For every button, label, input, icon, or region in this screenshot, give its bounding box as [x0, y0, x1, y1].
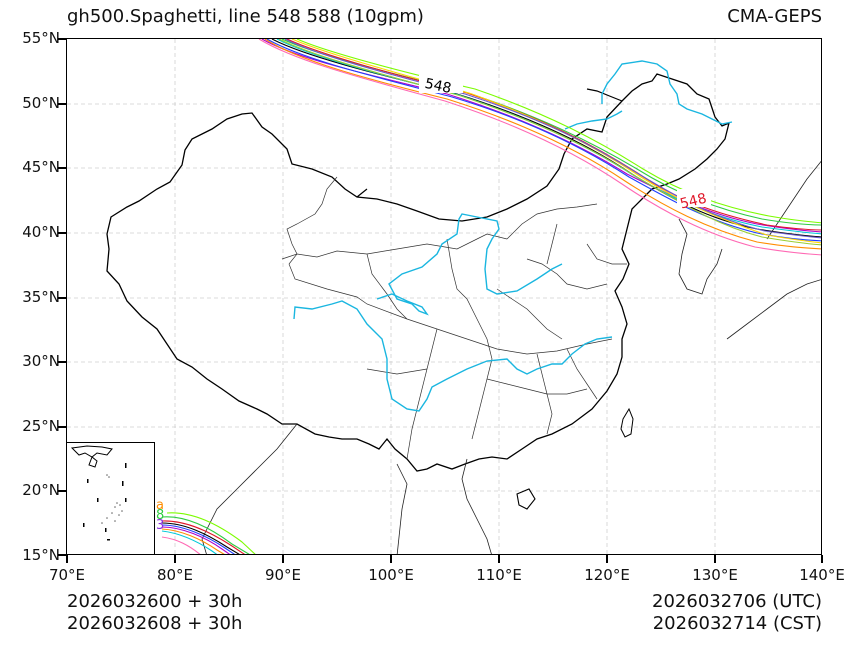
lat-label-25: 25°N	[22, 417, 60, 435]
contour-588-band	[161, 512, 256, 554]
lat-label-50: 50°N	[22, 94, 60, 112]
contour-label-588-a: a	[156, 498, 164, 513]
lat-label-55: 55°N	[22, 29, 60, 47]
lon-label-130: 130°E	[692, 566, 738, 584]
y-tick	[58, 361, 66, 363]
lat-label-40: 40°N	[22, 223, 60, 241]
x-tick	[174, 555, 176, 563]
lon-label-110: 110°E	[476, 566, 522, 584]
map-canvas: 548 548 a 8 3	[67, 39, 821, 554]
y-tick	[58, 297, 66, 299]
contour-label-588-b: 8	[156, 508, 164, 523]
x-tick	[498, 555, 500, 563]
init-utc: 2026032600 + 30h	[67, 591, 243, 612]
model-label: CMA-GEPS	[727, 6, 822, 27]
south-china-sea-inset	[67, 442, 155, 554]
lat-label-35: 35°N	[22, 288, 60, 306]
valid-utc: 2026032706 (UTC)	[652, 591, 822, 612]
lon-label-100: 100°E	[368, 566, 414, 584]
contour-label-548-red: 548	[679, 191, 709, 213]
lat-label-30: 30°N	[22, 352, 60, 370]
x-tick	[282, 555, 284, 563]
lat-label-20: 20°N	[22, 481, 60, 499]
valid-cst: 2026032714 (CST)	[652, 613, 822, 634]
lon-label-120: 120°E	[584, 566, 630, 584]
x-tick	[66, 555, 68, 563]
x-tick	[606, 555, 608, 563]
lon-label-140: 140°E	[799, 566, 845, 584]
y-tick	[58, 103, 66, 105]
y-tick	[58, 426, 66, 428]
y-tick	[58, 490, 66, 492]
lon-label-90: 90°E	[264, 566, 302, 584]
init-time-block: 2026032600 + 30h 2026032608 + 30h	[67, 591, 242, 635]
y-tick	[58, 232, 66, 234]
x-tick	[714, 555, 716, 563]
contour-label-548: 548	[423, 76, 452, 97]
rivers	[293, 60, 733, 412]
y-tick	[58, 554, 66, 556]
y-tick	[58, 167, 66, 169]
lat-label-45: 45°N	[22, 158, 60, 176]
x-tick	[821, 555, 823, 563]
lat-label-15: 15°N	[22, 546, 60, 564]
chart-title: gh500.Spaghetti, line 548 588 (10gpm)	[67, 6, 424, 27]
contour-548-band	[258, 39, 821, 256]
province-borders	[281, 176, 627, 460]
inset-map	[70, 445, 127, 541]
contour-label-588: 3	[156, 518, 164, 533]
x-tick	[390, 555, 392, 563]
lon-label-70: 70°E	[48, 566, 86, 584]
init-cst: 2026032608 + 30h	[67, 613, 243, 634]
y-tick	[58, 38, 66, 40]
valid-time-block: 2026032706 (UTC) 2026032714 (CST)	[652, 591, 822, 635]
map-panel: 548 548 a 8 3	[66, 38, 822, 555]
lon-label-80: 80°E	[156, 566, 194, 584]
graticule	[67, 39, 821, 554]
